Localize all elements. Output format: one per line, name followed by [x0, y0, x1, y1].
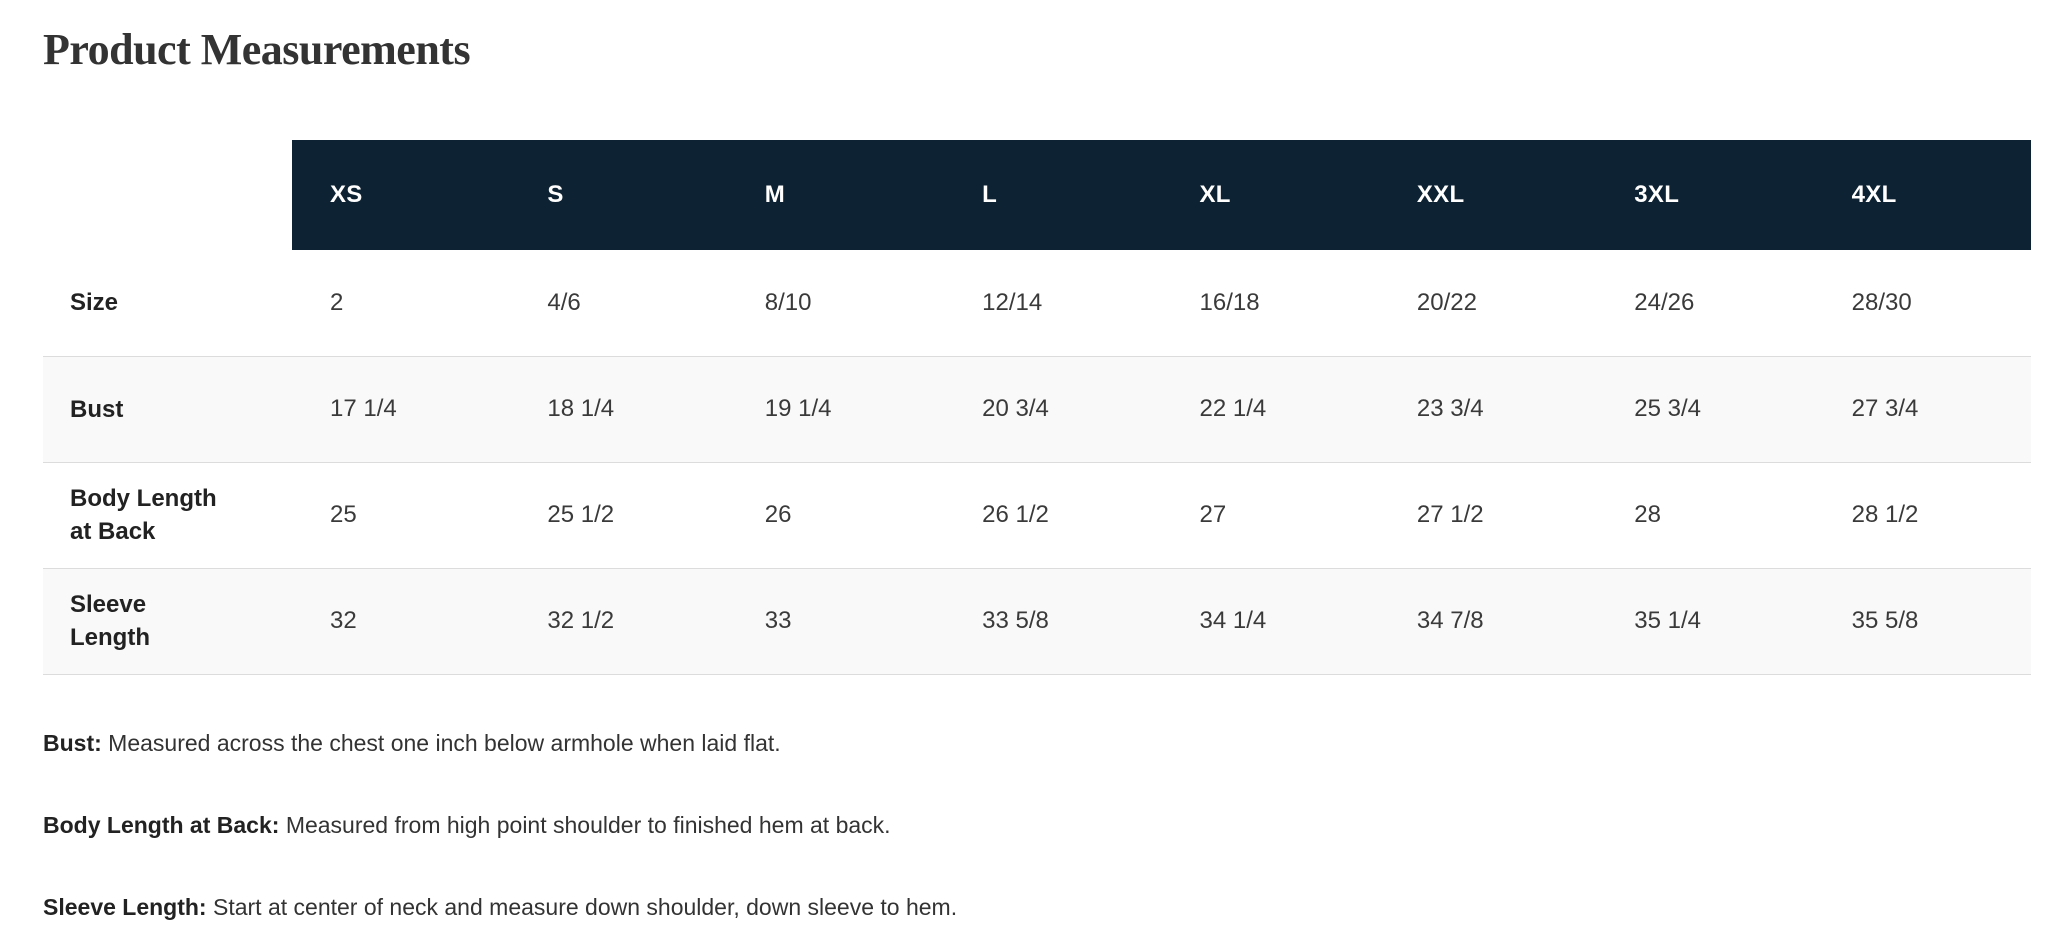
cell-sleeve-length-m: 33 — [726, 567, 945, 675]
column-header-xl: XL — [1161, 140, 1379, 251]
size-chart-table: XS S M L XL XXL 3XL 4XL Size 2 4/6 8/10 … — [43, 140, 2031, 675]
cell-size-m: 8/10 — [764, 289, 812, 317]
row-label-bust: Bust — [43, 355, 292, 463]
note-bust-term: Bust: — [43, 729, 102, 756]
cell-sleeve-length-xxl: 34 7/8 — [1378, 567, 1597, 675]
column-header-m: M — [726, 140, 945, 251]
cell-bust-xs: 17 1/4 — [292, 355, 510, 463]
cell-size-xxl: 20/22 — [1416, 289, 1477, 317]
measurement-notes: Bust: Measured across the chest one inch… — [43, 727, 2030, 924]
cell-bust-l: 20 3/4 — [944, 355, 1162, 463]
note-sleeve-length: Sleeve Length: Start at center of neck a… — [43, 891, 2030, 923]
cell-size-s: 4/6 — [547, 289, 581, 317]
cell-sleeve-length-xs: 32 — [292, 567, 510, 675]
column-header-xs: XS — [292, 140, 510, 251]
note-body-length-term: Body Length at Back: — [43, 812, 280, 839]
cell-body-length-4xl: 28 1/2 — [1813, 461, 2031, 569]
note-body-length-description: Measured from high point shoulder to fin… — [285, 812, 891, 839]
table-row-bust: Bust 17 1/4 18 1/4 19 1/4 20 3/4 22 1/4 … — [43, 355, 2031, 463]
size-chart-header: XS S M L XL XXL 3XL 4XL — [43, 140, 2031, 251]
row-label-size: Size — [70, 289, 119, 317]
cell-bust-s: 18 1/4 — [509, 355, 727, 463]
cell-size-xl: 16/18 — [1199, 289, 1260, 317]
row-label-sleeve-length: Sleeve Length — [43, 567, 292, 675]
cell-sleeve-length-3xl: 35 1/4 — [1596, 567, 1814, 675]
cell-body-length-3xl: 28 — [1596, 461, 1814, 569]
cell-bust-3xl: 25 3/4 — [1596, 355, 1814, 463]
cell-body-length-s: 25 1/2 — [509, 461, 727, 569]
cell-body-length-l: 26 1/2 — [944, 461, 1162, 569]
note-bust: Bust: Measured across the chest one inch… — [43, 727, 2030, 759]
column-header-3xl: 3XL — [1596, 140, 1814, 251]
column-header-4xl: 4XL — [1813, 140, 2031, 251]
cell-bust-m: 19 1/4 — [726, 355, 945, 463]
row-label-body-length: Body Length at Back — [43, 461, 292, 569]
table-row-sleeve-length: Sleeve Length 32 32 1/2 33 33 5/8 34 1/4… — [43, 567, 2031, 675]
page-title: Product Measurements — [43, 25, 471, 74]
cell-bust-4xl: 27 3/4 — [1813, 355, 2031, 463]
note-sleeve-length-term: Sleeve Length: — [43, 894, 207, 921]
cell-body-length-xxl: 27 1/2 — [1378, 461, 1597, 569]
cell-sleeve-length-s: 32 1/2 — [509, 567, 727, 675]
note-bust-description: Measured across the chest one inch below… — [108, 729, 781, 756]
cell-bust-xl: 22 1/4 — [1161, 355, 1379, 463]
cell-sleeve-length-xl: 34 1/4 — [1161, 567, 1379, 675]
note-body-length: Body Length at Back: Measured from high … — [43, 809, 2030, 841]
cell-bust-xxl: 23 3/4 — [1378, 355, 1597, 463]
header-corner-cell — [43, 140, 292, 251]
table-row-size: Size 2 4/6 8/10 12/14 16/18 20/22 24/26 … — [43, 250, 2031, 356]
cell-size-3xl: 24/26 — [1634, 289, 1695, 317]
cell-body-length-m: 26 — [726, 461, 945, 569]
column-header-s: S — [509, 140, 727, 251]
column-header-l: L — [944, 140, 1162, 251]
header-row: XS S M L XL XXL 3XL 4XL — [43, 140, 2031, 251]
cell-size-4xl: 28/30 — [1851, 289, 1912, 317]
cell-size-l: 12/14 — [982, 289, 1043, 317]
cell-size-xs: 2 — [330, 289, 344, 317]
cell-sleeve-length-l: 33 5/8 — [944, 567, 1162, 675]
cell-body-length-xs: 25 — [292, 461, 510, 569]
column-header-xxl: XXL — [1378, 140, 1597, 251]
table-row-body-length: Body Length at Back 25 25 1/2 26 26 1/2 … — [43, 461, 2031, 569]
cell-body-length-xl: 27 — [1161, 461, 1379, 569]
cell-sleeve-length-4xl: 35 5/8 — [1813, 567, 2031, 675]
note-sleeve-length-description: Start at center of neck and measure down… — [213, 894, 958, 921]
